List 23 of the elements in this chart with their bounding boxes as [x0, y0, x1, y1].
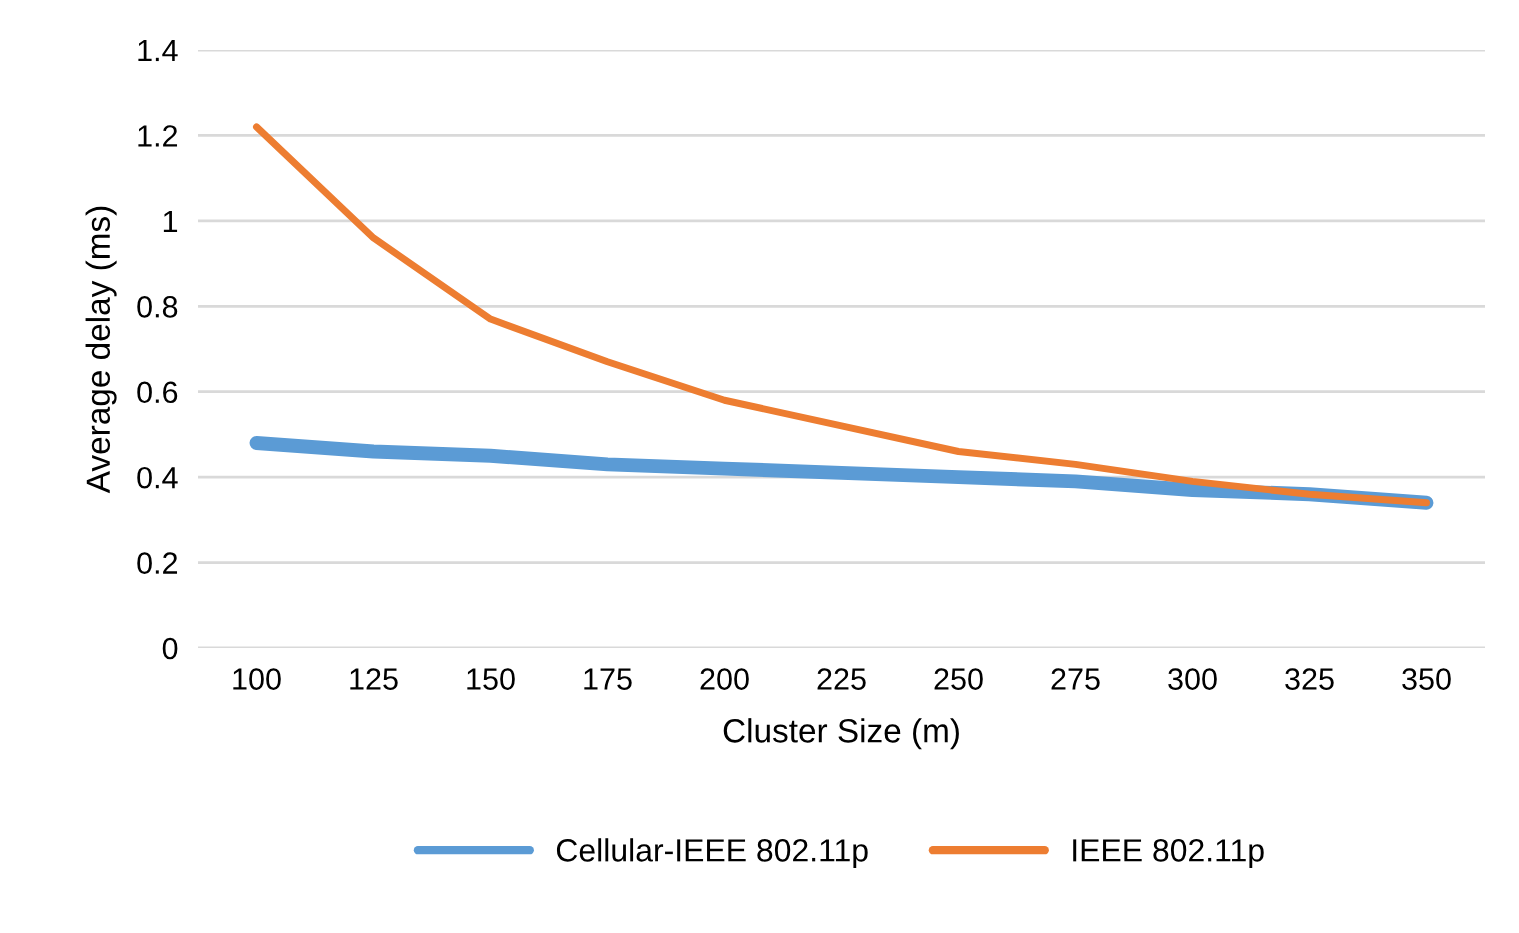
x-tick-label: 250 — [934, 668, 983, 690]
legend-label: Cellular-IEEE 802.11p — [556, 838, 868, 868]
legend-label: IEEE 802.11p — [1073, 839, 1264, 868]
x-axis-title: Cluster Size (m) — [723, 718, 959, 750]
x-tick-label: 150 — [467, 668, 515, 690]
x-tick-label: 100 — [233, 668, 281, 690]
y-tick-label: 0.8 — [137, 296, 178, 318]
x-tick-label: 175 — [584, 668, 632, 690]
x-tick-label: 200 — [700, 668, 749, 690]
x-tick-label: 125 — [350, 668, 398, 690]
y-tick-label: 0.4 — [137, 466, 178, 489]
y-tick-label: 0.2 — [137, 552, 178, 574]
y-tick-label: 1.2 — [138, 125, 178, 147]
x-tick-label: 225 — [817, 668, 866, 690]
y-tick-label: 0.6 — [137, 381, 178, 404]
x-tick-label: 275 — [1051, 668, 1100, 690]
x-tick-label: 300 — [1168, 668, 1217, 690]
y-tick-label: 0 — [162, 637, 178, 660]
x-tick-label: 350 — [1402, 668, 1451, 690]
y-tick-label: 1.4 — [138, 40, 178, 62]
y-axis-title: Average delay (ms) — [85, 206, 117, 494]
y-tick-label: 1 — [163, 210, 178, 232]
x-tick-label: 325 — [1285, 668, 1334, 690]
